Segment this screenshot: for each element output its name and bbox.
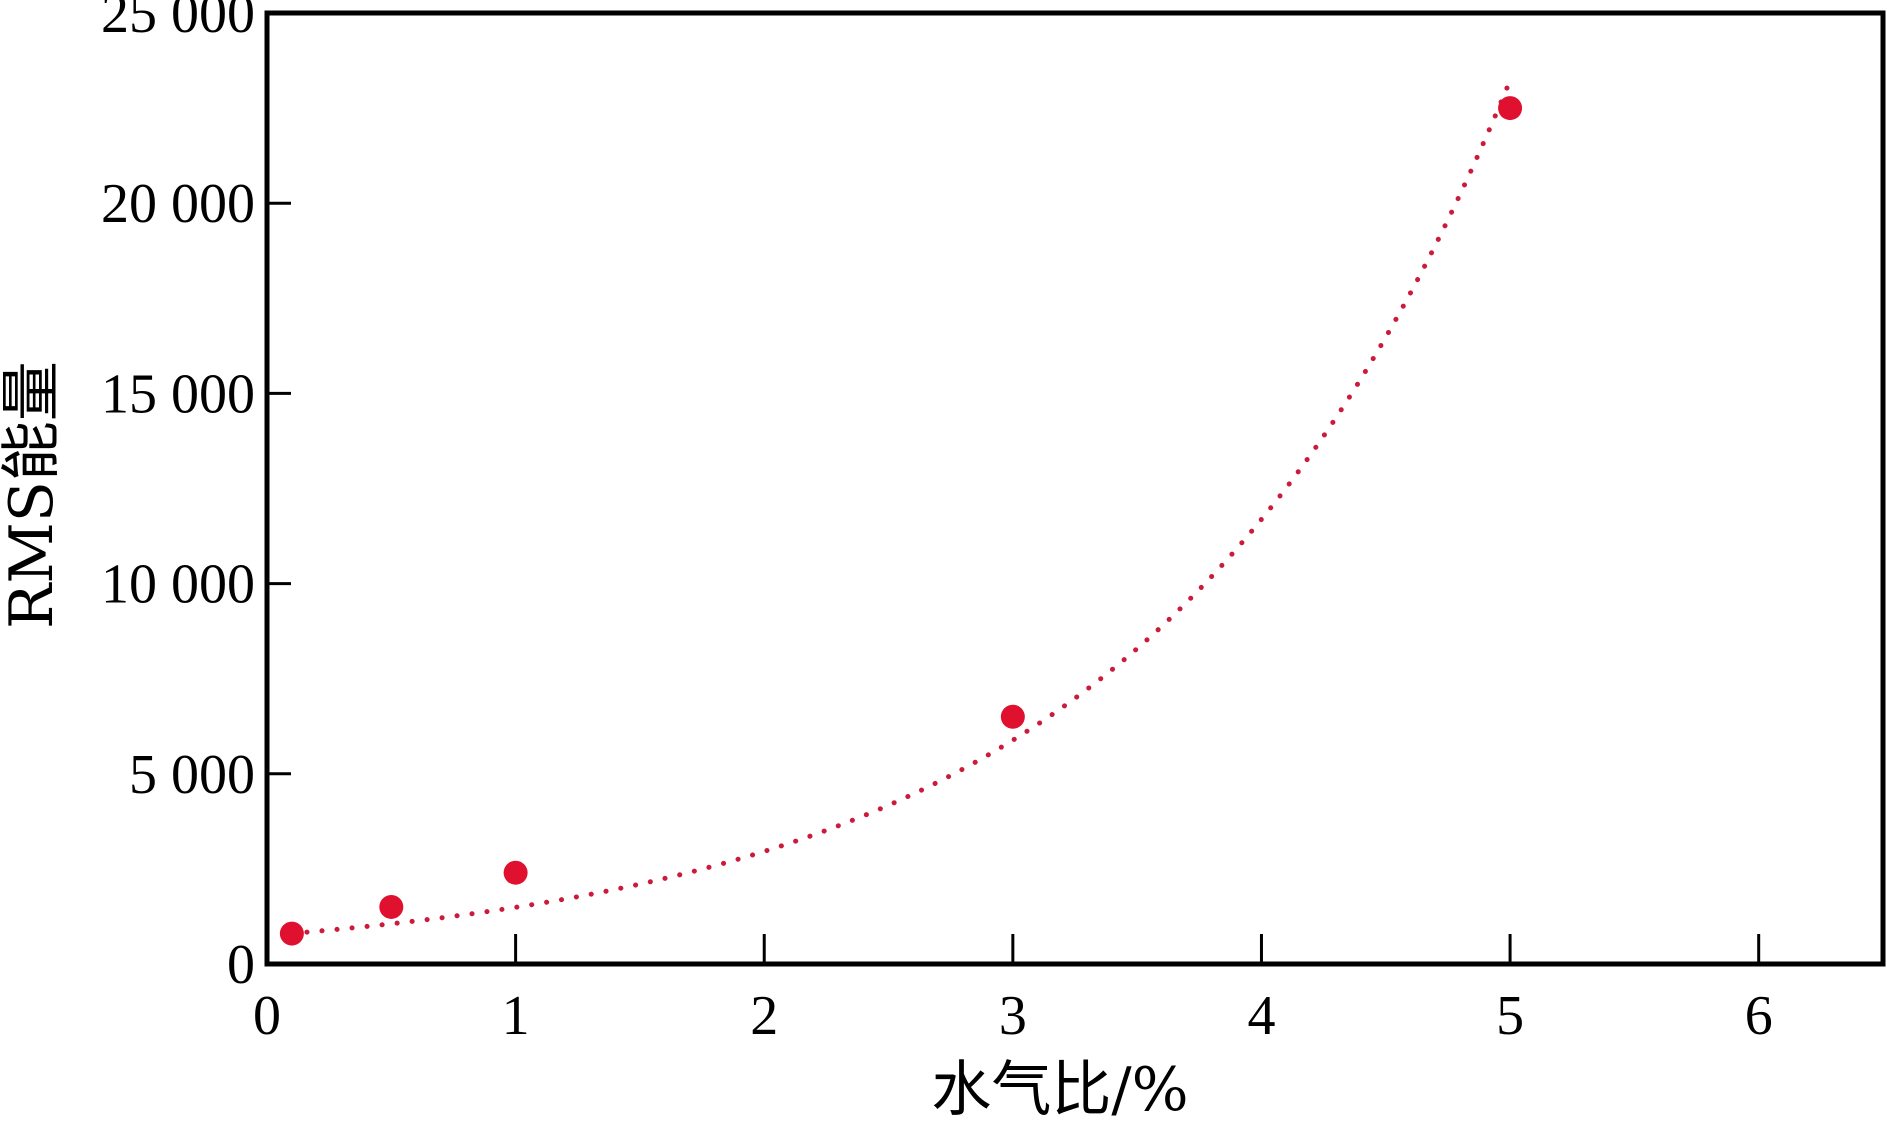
y-tick-label: 0 bbox=[227, 934, 255, 996]
data-point bbox=[503, 860, 528, 885]
x-tick-label: 1 bbox=[502, 985, 530, 1047]
y-tick-label: 5 000 bbox=[129, 744, 255, 806]
trendline bbox=[289, 77, 1513, 936]
x-tick-label: 5 bbox=[1496, 985, 1524, 1047]
data-point bbox=[1498, 96, 1523, 121]
data-point bbox=[279, 921, 304, 946]
y-tick-label: 10 000 bbox=[101, 554, 255, 616]
x-tick-label: 4 bbox=[1247, 985, 1275, 1047]
y-tick-label: 20 000 bbox=[101, 173, 255, 235]
data-point bbox=[379, 894, 404, 919]
trendline-layer bbox=[289, 77, 1513, 936]
x-tick-label: 6 bbox=[1745, 985, 1773, 1047]
y-axis-title: RMS能量 bbox=[0, 361, 67, 629]
y-tick-label: 25 000 bbox=[101, 0, 255, 45]
points-layer bbox=[279, 96, 1523, 946]
y-tick-label: 15 000 bbox=[101, 363, 255, 425]
x-tick-label: 0 bbox=[253, 985, 281, 1047]
x-axis-title: 水气比/% bbox=[931, 1055, 1188, 1123]
x-tick-label: 3 bbox=[999, 985, 1027, 1047]
plot-frame bbox=[264, 10, 1886, 967]
data-point bbox=[1000, 704, 1025, 729]
x-tick-label: 2 bbox=[750, 985, 778, 1047]
ticks-layer: 0 1 2 3 4 5 6 0 5 000 10 000 15 000 20 000 25 000 bbox=[101, 0, 1773, 1047]
